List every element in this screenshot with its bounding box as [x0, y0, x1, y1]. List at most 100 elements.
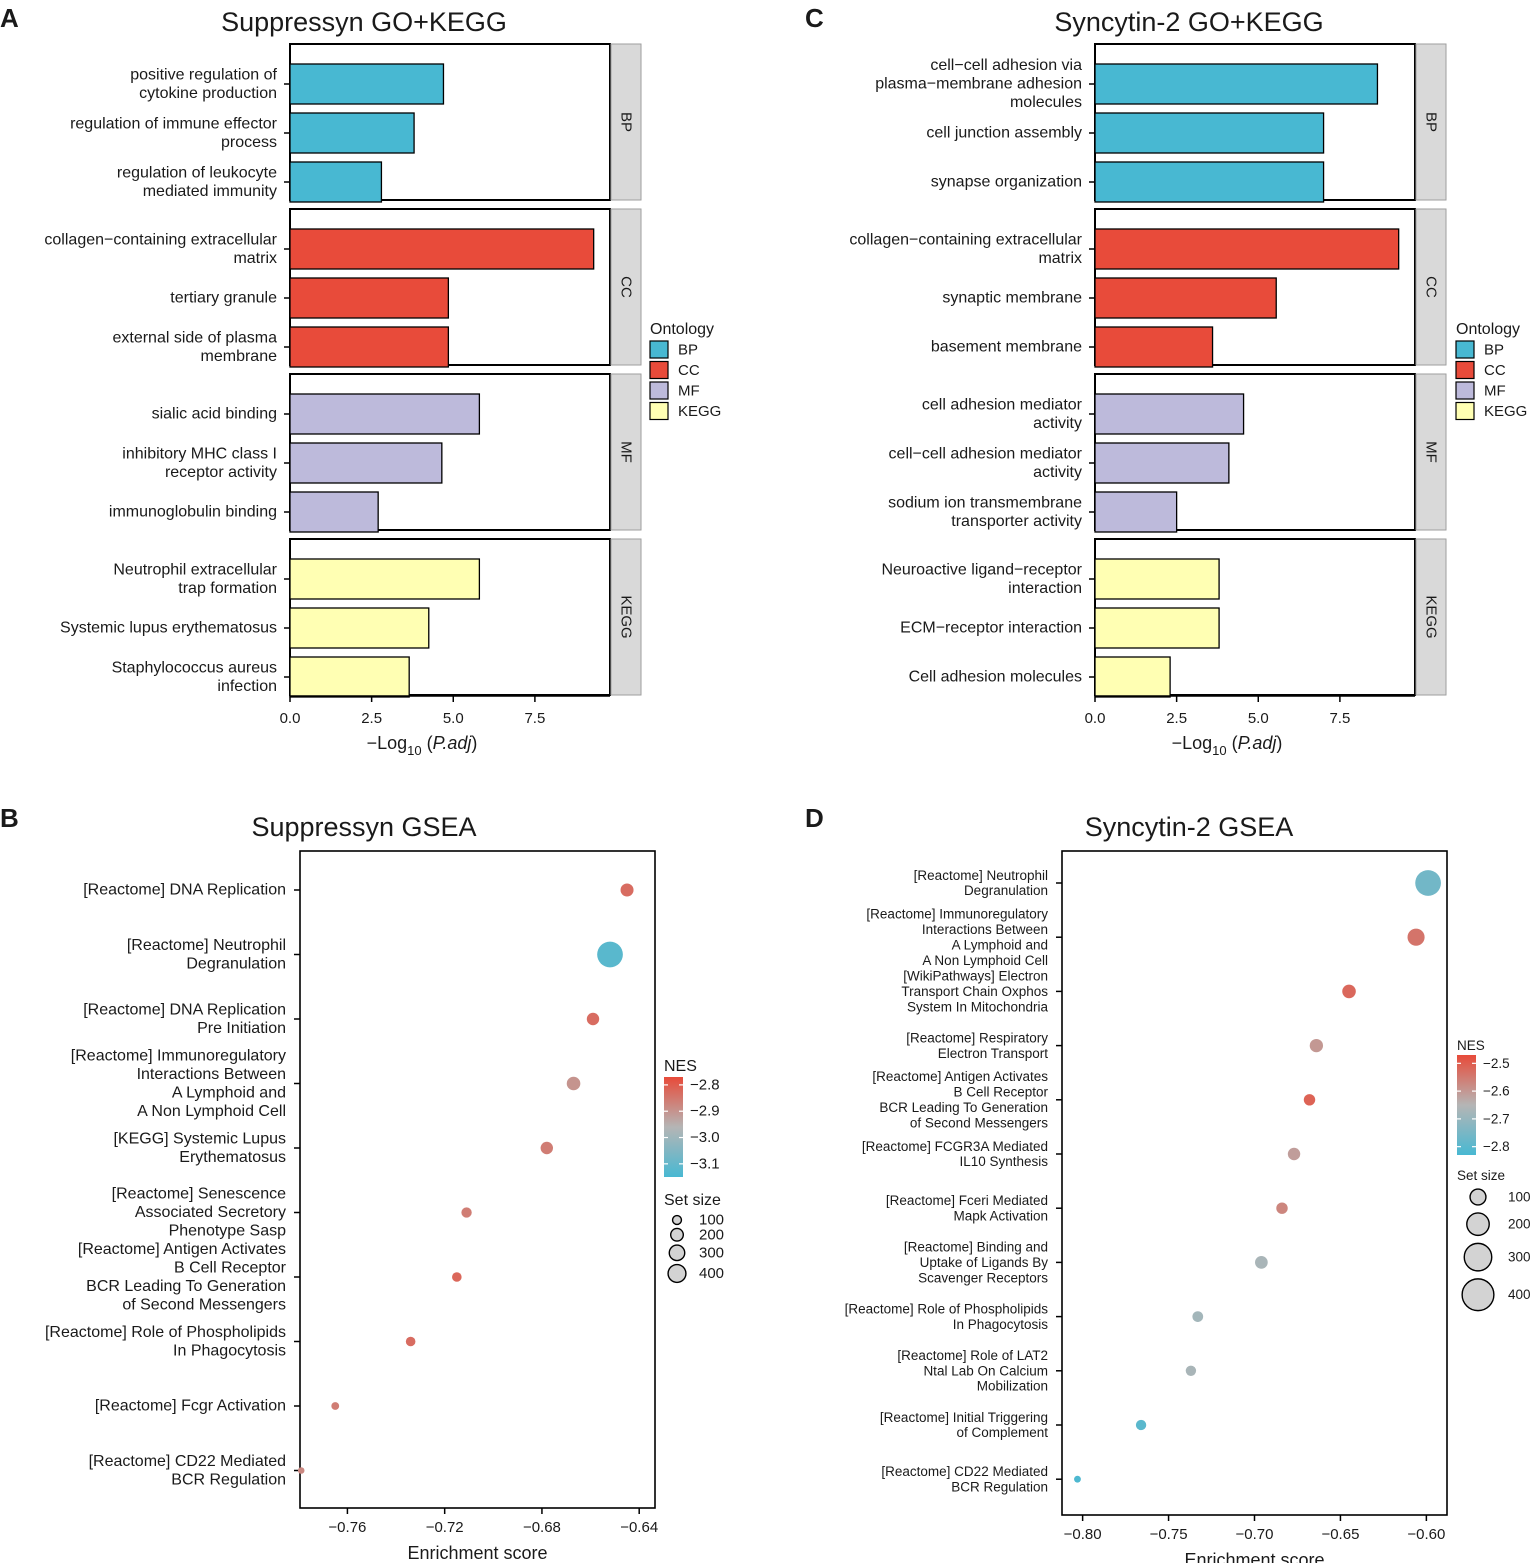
- legend-label: CC: [1484, 362, 1506, 379]
- term-label: [Reactome] FCGR3A Mediated: [862, 1139, 1048, 1154]
- facet-strip-kegg: [1415, 538, 1447, 696]
- facet-strip-label: KEGG: [618, 595, 635, 638]
- nes-tick-label: −3.0: [690, 1129, 720, 1146]
- bar: [1094, 656, 1171, 698]
- bar: [289, 277, 450, 319]
- term-label: cell junction assembly: [926, 125, 1082, 142]
- size-key: [1469, 1188, 1487, 1206]
- term-label: [Reactome] Antigen Activates: [78, 1241, 286, 1258]
- term-label: [KEGG] Systemic Lupus: [113, 1130, 286, 1147]
- bar: [1094, 393, 1245, 435]
- nes-tick-label: −3.1: [690, 1155, 720, 1172]
- size-key: [1461, 1278, 1495, 1312]
- term-label: immunoglobulin binding: [109, 504, 277, 521]
- point: [1192, 1311, 1204, 1322]
- size-key-label: 400: [1508, 1287, 1531, 1302]
- term-label: cell−cell adhesion mediator: [889, 445, 1083, 462]
- x-tick-label: −0.65: [1321, 1526, 1359, 1543]
- term-label: [Reactome] Neutrophil: [914, 868, 1048, 883]
- bar: [289, 491, 379, 533]
- term-label: B Cell Receptor: [174, 1259, 287, 1276]
- term-label: A Lymphoid and: [952, 937, 1048, 952]
- legend-key-kegg: [1455, 401, 1475, 421]
- bar: [289, 442, 443, 484]
- term-label: Staphylococcus aureus: [112, 659, 277, 676]
- point: [1342, 984, 1356, 999]
- term-label: BCR Leading To Generation: [879, 1100, 1048, 1115]
- bar: [289, 393, 481, 435]
- term-label: basement membrane: [931, 339, 1082, 356]
- term-label: [Reactome] Role of Phospholipids: [845, 1301, 1049, 1316]
- nes-tick-label: −2.9: [690, 1103, 720, 1120]
- term-label: [Reactome] CD22 Mediated: [89, 1453, 286, 1470]
- bar: [289, 112, 415, 154]
- term-label: Mobilization: [977, 1379, 1048, 1394]
- bar: [1094, 491, 1178, 533]
- term-label: Interactions Between: [922, 922, 1048, 937]
- term-label: A Non Lymphoid Cell: [137, 1103, 286, 1120]
- x-tick-label: 7.5: [1329, 710, 1350, 727]
- legend-key-mf: [1455, 381, 1475, 400]
- bar: [289, 656, 410, 698]
- term-label: of Second Messengers: [122, 1296, 286, 1313]
- x-tick-label: 5.0: [1248, 710, 1269, 727]
- x-axis-title: Enrichment score: [407, 1543, 547, 1563]
- facet-strip-cc: [610, 208, 642, 366]
- size-key: [668, 1244, 686, 1262]
- term-label: [Reactome] Role of Phospholipids: [45, 1324, 286, 1341]
- term-label: cytokine production: [139, 85, 277, 102]
- term-label: membrane: [201, 348, 278, 365]
- nes-tick-label: −2.8: [1483, 1139, 1510, 1154]
- x-tick-label: −0.70: [1236, 1526, 1274, 1543]
- term-label: receptor activity: [165, 464, 277, 481]
- term-label: BCR Regulation: [171, 1471, 286, 1488]
- term-label: [Reactome] Neutrophil: [127, 937, 286, 954]
- facet-strip-label: KEGG: [1423, 595, 1440, 638]
- point: [1185, 1365, 1197, 1376]
- size-key-label: 400: [699, 1265, 724, 1282]
- nes-legend-title: NES: [1457, 1038, 1485, 1053]
- bar: [1094, 607, 1220, 649]
- size-key: [671, 1214, 683, 1226]
- facet-strip-bp: [610, 43, 642, 201]
- panel-letter-B: B: [0, 803, 19, 833]
- bar: [1094, 442, 1230, 484]
- size-key-label: 300: [699, 1244, 724, 1261]
- legend-label: KEGG: [1484, 403, 1527, 420]
- term-label: [Reactome] CD22 Mediated: [881, 1464, 1048, 1479]
- point: [597, 941, 623, 968]
- x-tick-label: 0.0: [280, 710, 301, 727]
- chart-title: Suppressyn GO+KEGG: [221, 7, 507, 37]
- plot-frame: [299, 850, 656, 1509]
- term-label: matrix: [233, 250, 277, 267]
- facet-strip-kegg: [610, 538, 642, 696]
- point: [1309, 1038, 1324, 1053]
- term-label: Uptake of Ligands By: [920, 1255, 1049, 1270]
- legend-title: Ontology: [650, 321, 714, 338]
- facet-strip-label: BP: [618, 112, 635, 132]
- term-label: In Phagocytosis: [173, 1342, 286, 1359]
- chart-title: Syncytin-2 GSEA: [1085, 812, 1294, 842]
- x-tick-label: 0.0: [1085, 710, 1106, 727]
- term-label: sodium ion transmembrane: [888, 494, 1082, 511]
- point: [461, 1207, 472, 1218]
- term-label: of Complement: [956, 1425, 1048, 1440]
- point: [586, 1012, 600, 1026]
- term-label: sialic acid binding: [152, 406, 277, 423]
- bar: [1094, 228, 1400, 270]
- term-label: Erythematosus: [179, 1149, 286, 1166]
- term-label: activity: [1033, 464, 1082, 481]
- x-tick-label: 2.5: [361, 710, 382, 727]
- bar: [289, 558, 481, 600]
- term-label: B Cell Receptor: [953, 1085, 1048, 1100]
- nes-legend-title: NES: [664, 1058, 697, 1075]
- term-label: Degranulation: [964, 883, 1048, 898]
- nes-tick-label: −2.5: [1483, 1056, 1510, 1071]
- size-key-label: 200: [1508, 1217, 1531, 1232]
- legend-key-cc: [649, 360, 669, 380]
- panel-letter-C: C: [805, 3, 824, 33]
- point: [1276, 1202, 1288, 1214]
- term-label: ECM−receptor interaction: [900, 620, 1082, 637]
- term-label: [Reactome] Respiratory: [906, 1030, 1048, 1045]
- x-axis-title: −Log10 (P.adj): [367, 733, 478, 758]
